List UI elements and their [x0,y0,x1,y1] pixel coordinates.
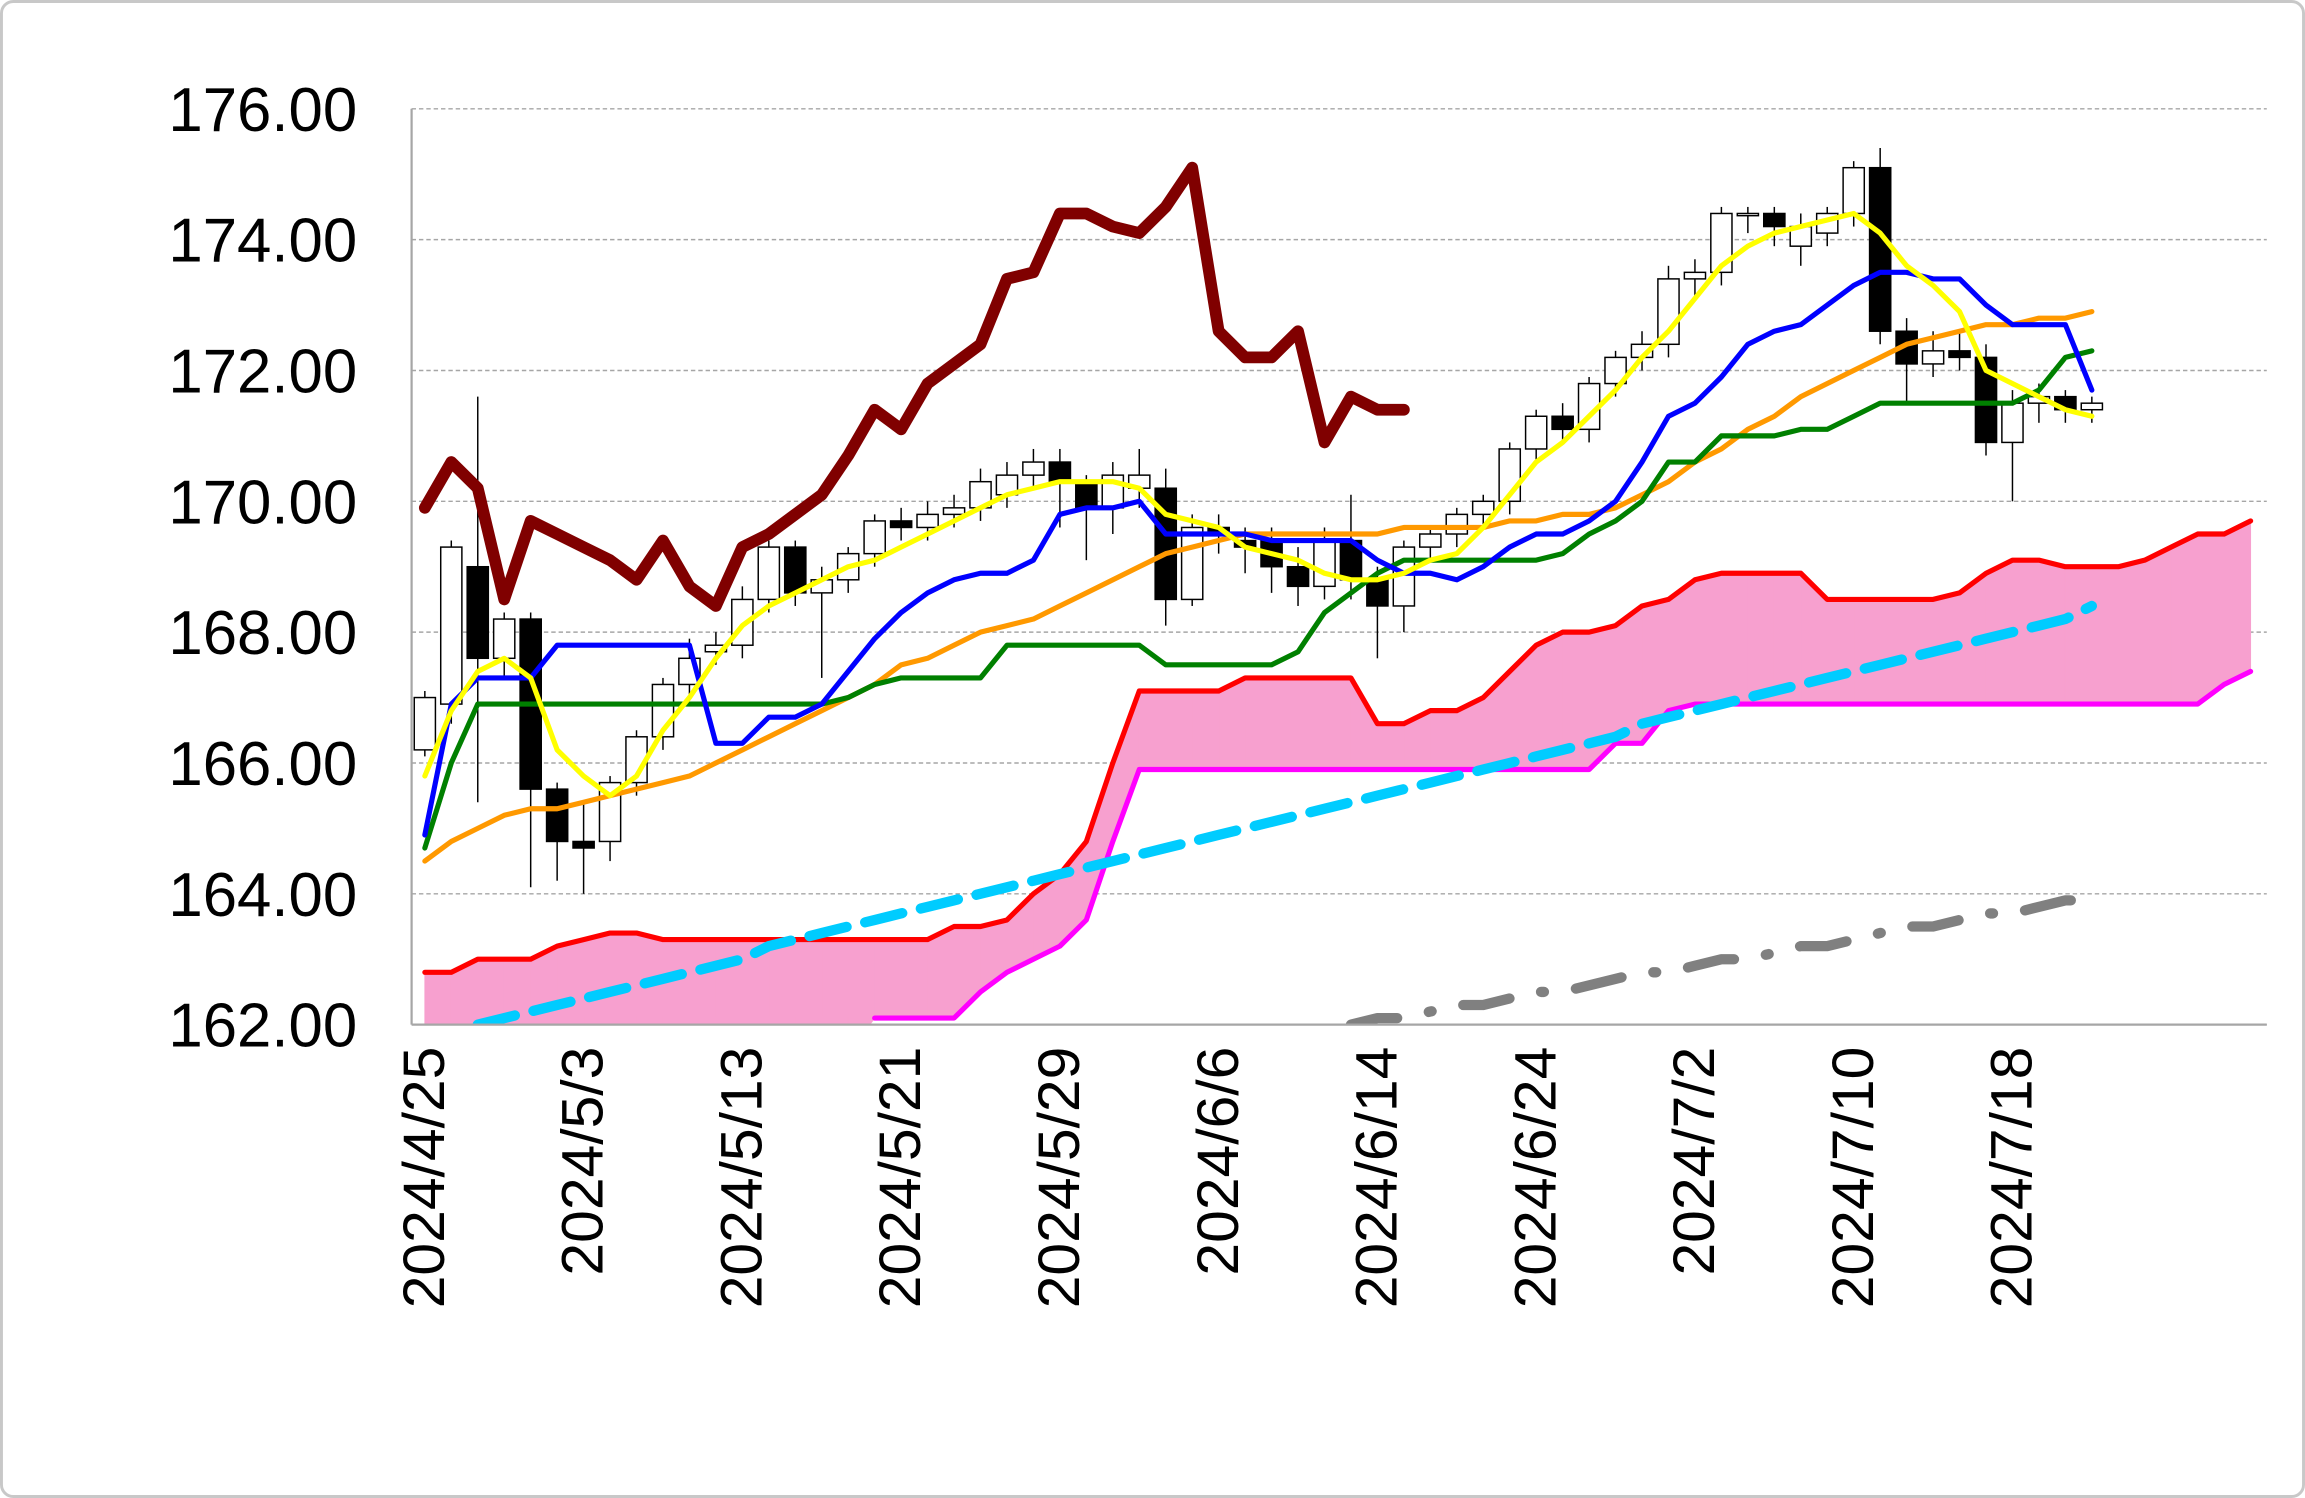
candle-body [1948,350,1971,359]
candle-body [1763,212,1786,228]
cloud-fill [1694,572,1722,705]
cloud-fill [1165,690,1193,770]
x-tick-label: 2024/5/3 [551,1047,616,1276]
candle-body [1974,356,1998,444]
y-tick-label: 170.00 [168,468,357,537]
candle-body [1180,526,1204,601]
cloud-fill [2064,566,2093,705]
candle-body [1921,350,1945,365]
cloud-fill [1747,572,1775,705]
candle-body [757,546,781,601]
cloud-fill [1376,723,1405,770]
moving-average [472,600,2097,1025]
axes: 162.00 164.00 166.00 168.00 170.00 172.00 174.… [168,76,2267,1309]
cloud-fill [2038,559,2066,705]
candle-body [1736,212,1760,217]
moving-average [422,210,2095,799]
candle-body [466,565,490,660]
cloud-fill [1720,572,1749,705]
candle-body [1842,166,1866,215]
candle-body [1313,539,1336,588]
candle-body [1075,480,1098,509]
cloud-fill [2144,546,2172,705]
candle-body [889,520,913,529]
cloud-fill [1853,598,1881,705]
y-tick-label: 168.00 [168,599,357,668]
candle-body [783,546,807,594]
cloud-fill [1826,598,1855,705]
x-tick-label: 2024/6/14 [1345,1047,1410,1309]
cloud-fill [2197,533,2225,705]
x-tick-label: 2024/7/10 [1821,1047,1886,1309]
candle-body [1551,415,1574,431]
x-tick-label: 2024/5/13 [709,1047,774,1309]
x-tick-label: 2024/7/18 [1980,1047,2045,1309]
x-tick-label: 2024/5/29 [1027,1047,1092,1309]
cloud-fill [1879,598,1908,705]
moving-average [422,309,2095,864]
candle-body [1286,565,1310,588]
candle-body [1524,415,1548,450]
cloud-fill [1271,677,1299,770]
cloud-fill [1429,710,1458,770]
cloud-fill [2117,559,2146,705]
x-tick-label: 2024/5/21 [868,1047,933,1309]
y-tick-label: 166.00 [168,730,357,799]
candle-body [1445,513,1469,535]
candle-body [1419,533,1442,548]
y-tick-label: 174.00 [168,207,357,276]
y-tick-label: 176.00 [168,76,357,145]
candle-body [1710,212,1733,274]
cloud-fill [2091,566,2119,705]
candle-body [1366,579,1389,607]
x-tick-label: 2024/6/6 [1186,1047,1251,1276]
y-tick-label: 172.00 [168,338,357,407]
candle-body [1604,356,1627,385]
moving-average [1345,895,2097,1025]
candle-body [492,618,516,660]
x-tick-label: 2024/6/24 [1503,1047,1568,1309]
candle-body [1022,461,1045,476]
y-tick-label: 164.00 [168,861,357,930]
candle-body [572,840,595,849]
cloud-fill [2223,520,2252,686]
senkou-span-a [422,518,2254,975]
cloud-fill [1138,690,1167,770]
cloud-fill [874,939,902,1019]
moving-average [422,269,2095,838]
candle-body [1868,166,1892,332]
candle-body [1471,500,1495,516]
candle-body [2080,402,2104,411]
cloud-fill [2170,533,2199,705]
candle-body [439,546,463,705]
candle-body [916,513,939,529]
cloud-fill [1297,677,1325,770]
candle-body [2001,402,2024,444]
candle-body [545,788,569,843]
candle-body [942,507,966,516]
lagging-span [418,161,1410,612]
y-tick-label: 162.00 [168,992,357,1061]
candle-body [413,696,437,751]
candle-body [863,520,886,555]
x-tick-label: 2024/4/25 [392,1047,457,1309]
cloud-fill [1324,677,1352,770]
x-tick-label: 2024/7/2 [1662,1047,1727,1276]
cloud-fill [1191,690,1220,770]
cloud-fill [900,939,929,1019]
cloud-fill [1244,677,1273,770]
candle-body [1048,461,1072,483]
candle-body [1683,271,1707,280]
plot-area [413,148,2254,1025]
